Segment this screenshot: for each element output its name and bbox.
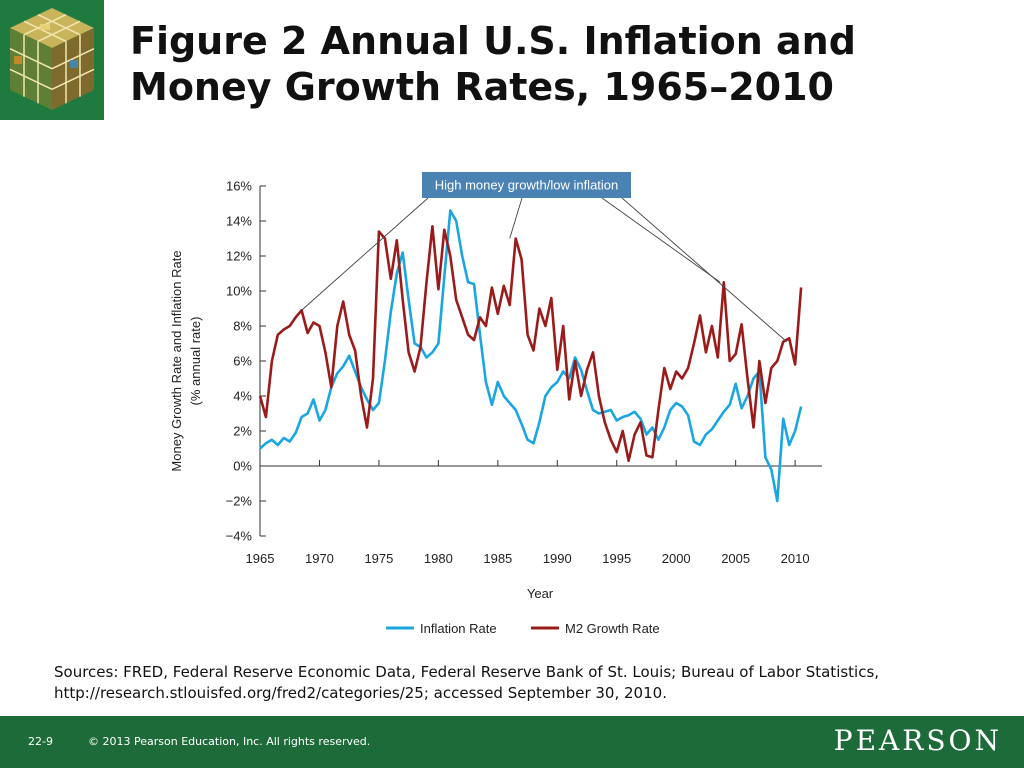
y-tick-label: 14% (226, 214, 252, 229)
x-tick-label: 2005 (721, 551, 750, 566)
slide-title: Figure 2 Annual U.S. Inflation and Money… (130, 19, 856, 109)
annotation-leader-line (509, 197, 523, 239)
annotation-box (422, 172, 631, 198)
x-tick-label: 2010 (781, 551, 810, 566)
y-tick-label: 16% (226, 179, 252, 194)
x-tick-label: 2000 (662, 551, 691, 566)
x-axis-title: Year (527, 586, 554, 601)
m2-growth-rate-line (258, 225, 803, 463)
x-tick-label: 1990 (543, 551, 572, 566)
legend-inflation-label: Inflation Rate (420, 621, 497, 636)
x-tick-label: 1985 (483, 551, 512, 566)
pearson-logo: PEARSON (833, 724, 1002, 757)
cube-logo (0, 0, 104, 120)
footer-bar: 22-9 © 2013 Pearson Education, Inc. All … (0, 716, 1024, 768)
x-tick-label: 1970 (305, 551, 334, 566)
sources-note: Sources: FRED, Federal Reserve Economic … (54, 663, 880, 702)
y-axis-title: Money Growth Rate and Inflation Rate (169, 250, 184, 471)
y-tick-label: 12% (226, 249, 252, 264)
annotation-label: High money growth/low inflation (435, 178, 619, 193)
annotation-leader-line (301, 197, 429, 311)
copyright-text: © 2013 Pearson Education, Inc. All right… (88, 735, 371, 748)
annotation-leader-line (601, 197, 721, 283)
x-tick-label: 1980 (424, 551, 453, 566)
y-tick-label: 6% (233, 354, 252, 369)
y-tick-label: −4% (226, 529, 253, 544)
y-tick-label: 0% (233, 459, 252, 474)
y-tick-label: 4% (233, 389, 252, 404)
inflation-rate-line (259, 209, 803, 503)
y-tick-label: 8% (233, 319, 252, 334)
y-tick-label: −2% (226, 494, 253, 509)
legend-m2-label: M2 Growth Rate (565, 621, 660, 636)
inflation-money-growth-chart: 16% 14% 12% 10% 8% 6% 4% 2% 0% −2% −4% 1965 1970 1975… (169, 172, 822, 636)
x-tick-label: 1995 (602, 551, 631, 566)
y-axis-title-unit: (% annual rate) (188, 317, 203, 406)
y-tick-label: 2% (233, 424, 252, 439)
page-number: 22-9 (28, 735, 53, 748)
x-tick-label: 1975 (364, 551, 393, 566)
y-tick-label: 10% (226, 284, 252, 299)
annotation-leader-line (621, 197, 788, 343)
x-tick-label: 1965 (246, 551, 275, 566)
cube-logo-image (0, 0, 104, 120)
